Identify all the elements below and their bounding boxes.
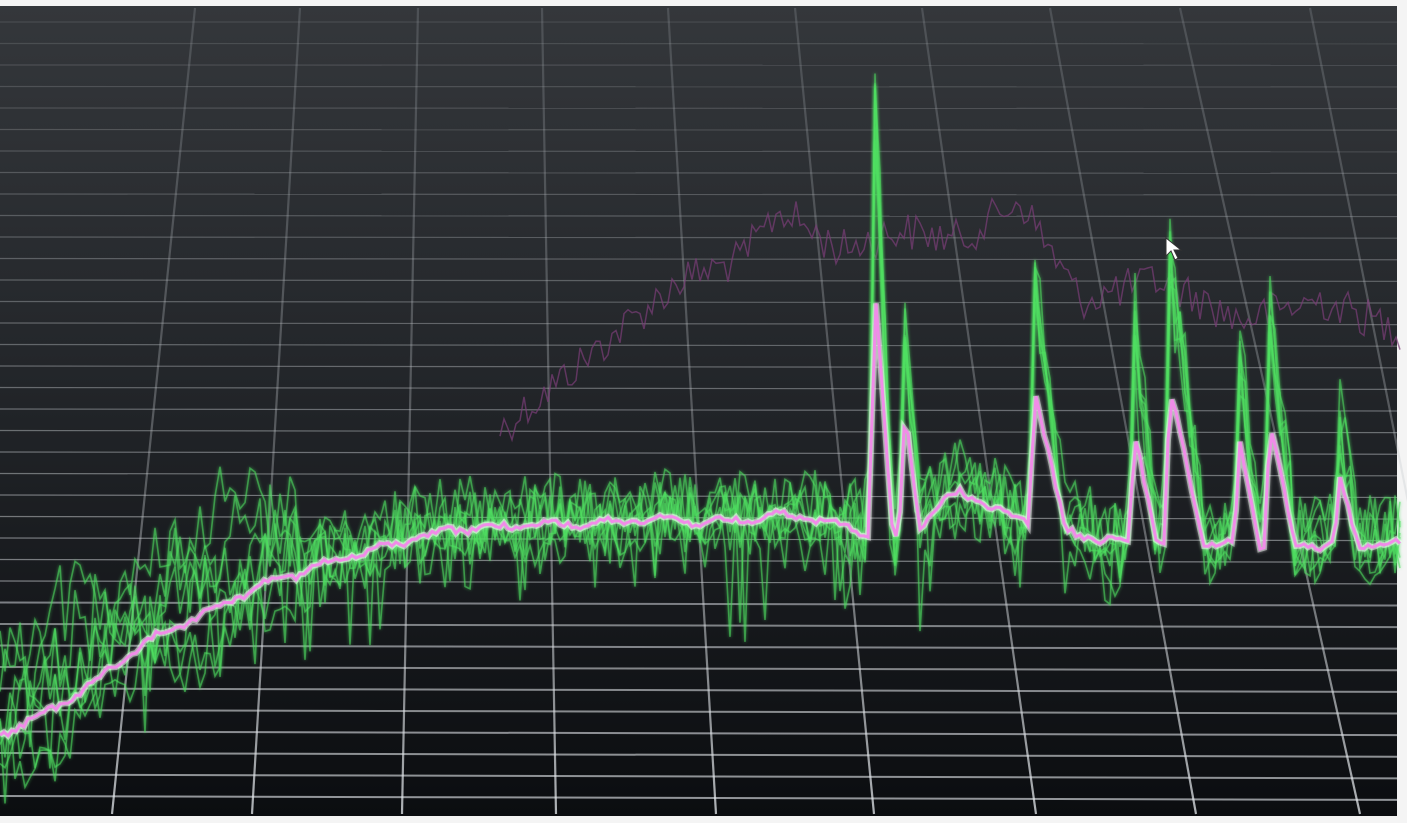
grid-line — [0, 386, 1398, 391]
grid-line — [0, 752, 1398, 758]
grid-line — [920, 7, 1038, 815]
grid-line — [1178, 7, 1362, 815]
cursor — [1165, 236, 1183, 261]
grid-line — [0, 773, 1398, 780]
grid-line — [0, 150, 1398, 153]
grid-line — [0, 709, 1398, 715]
grid-line — [0, 107, 1398, 110]
grid-line — [0, 365, 1398, 369]
grid-line — [0, 795, 1398, 801]
grid-line — [0, 322, 1398, 326]
grid-line — [0, 171, 1398, 174]
grid-line — [1308, 7, 1407, 503]
grid-line — [0, 214, 1398, 218]
screen-background — [0, 6, 1397, 816]
grid-line — [793, 7, 876, 815]
grid-line — [0, 193, 1398, 196]
grid-line — [0, 408, 1398, 412]
grid-line — [666, 7, 718, 815]
grid-line — [540, 7, 558, 815]
grid-line — [400, 7, 420, 815]
grid-line — [0, 666, 1398, 672]
grid-line — [1048, 7, 1198, 815]
grid-line — [0, 257, 1398, 261]
grid-line — [0, 236, 1398, 239]
traces — [0, 73, 1403, 804]
grid-line — [0, 558, 1398, 563]
grid-line — [0, 279, 1398, 282]
grid-line — [0, 644, 1398, 650]
grid-line — [110, 7, 197, 815]
grid-line — [0, 451, 1398, 455]
green-trace — [0, 73, 1401, 790]
pink-trace — [0, 303, 1402, 738]
grid-line — [0, 128, 1398, 131]
grid — [0, 7, 1407, 815]
grid-line — [250, 7, 302, 815]
grid-line — [0, 300, 1398, 304]
grid-line — [0, 730, 1398, 737]
grid-line — [0, 687, 1398, 693]
grid-line — [0, 343, 1398, 347]
grid-line — [0, 580, 1398, 585]
purple-trace — [499, 196, 1401, 443]
grid-line — [0, 429, 1398, 434]
